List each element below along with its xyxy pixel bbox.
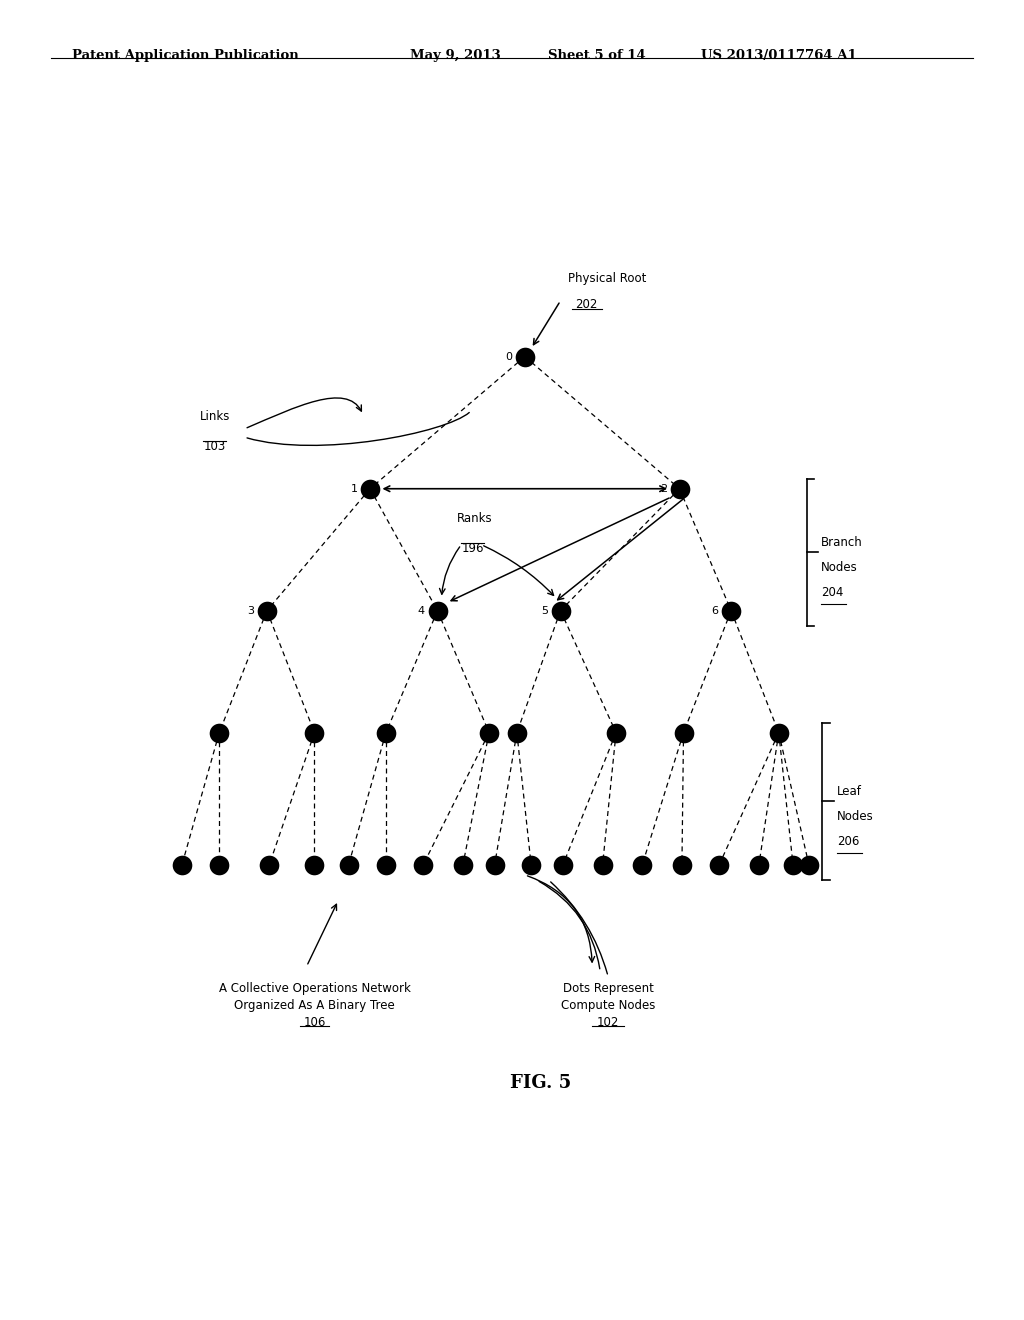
Text: Physical Root: Physical Root [568, 272, 647, 285]
Point [174, 854, 190, 875]
Point [486, 854, 503, 875]
Text: Branch: Branch [821, 536, 862, 549]
Text: Nodes: Nodes [837, 810, 873, 822]
Point [552, 601, 568, 622]
Text: 3: 3 [247, 606, 254, 615]
Text: 5: 5 [541, 606, 548, 615]
Point [211, 854, 227, 875]
Text: Organized As A Binary Tree: Organized As A Binary Tree [234, 999, 395, 1012]
Text: May 9, 2013: May 9, 2013 [410, 49, 501, 62]
Text: 204: 204 [821, 586, 843, 599]
Text: Dots Represent: Dots Represent [563, 982, 653, 995]
Point [259, 601, 275, 622]
Text: 2: 2 [659, 483, 667, 494]
Point [261, 854, 278, 875]
FancyArrowPatch shape [247, 397, 361, 428]
Point [481, 722, 498, 743]
Point [751, 854, 767, 875]
Text: Compute Nodes: Compute Nodes [561, 999, 655, 1012]
Text: 106: 106 [303, 1016, 326, 1030]
Point [306, 722, 323, 743]
Text: US 2013/0117764 A1: US 2013/0117764 A1 [701, 49, 857, 62]
Text: 4: 4 [418, 606, 425, 615]
Point [723, 601, 739, 622]
Point [415, 854, 431, 875]
Point [378, 854, 394, 875]
Text: 206: 206 [837, 836, 859, 849]
Point [770, 722, 786, 743]
Point [608, 722, 625, 743]
Point [555, 854, 571, 875]
Text: Patent Application Publication: Patent Application Publication [72, 49, 298, 62]
Point [429, 601, 445, 622]
Text: FIG. 5: FIG. 5 [510, 1074, 571, 1093]
Point [594, 854, 610, 875]
Text: 1: 1 [350, 483, 357, 494]
Point [674, 854, 690, 875]
Text: 103: 103 [204, 440, 225, 453]
Text: A Collective Operations Network: A Collective Operations Network [218, 982, 411, 995]
Point [676, 722, 692, 743]
Point [509, 722, 525, 743]
Text: Sheet 5 of 14: Sheet 5 of 14 [548, 49, 645, 62]
Point [211, 722, 227, 743]
Point [801, 854, 817, 875]
Text: 196: 196 [461, 541, 483, 554]
Point [361, 478, 378, 499]
Text: 6: 6 [712, 606, 719, 615]
Point [340, 854, 356, 875]
Point [516, 346, 532, 367]
Text: Links: Links [200, 409, 229, 422]
Text: Nodes: Nodes [821, 561, 857, 574]
Point [455, 854, 471, 875]
Text: Leaf: Leaf [837, 784, 861, 797]
Text: 0: 0 [505, 351, 512, 362]
Text: 102: 102 [597, 1016, 620, 1030]
Text: 202: 202 [575, 297, 598, 310]
Point [634, 854, 650, 875]
Point [672, 478, 688, 499]
Point [306, 854, 323, 875]
Point [711, 854, 727, 875]
Point [784, 854, 801, 875]
Point [523, 854, 540, 875]
Point [378, 722, 394, 743]
FancyArrowPatch shape [247, 412, 469, 445]
Text: Ranks: Ranks [458, 512, 493, 525]
